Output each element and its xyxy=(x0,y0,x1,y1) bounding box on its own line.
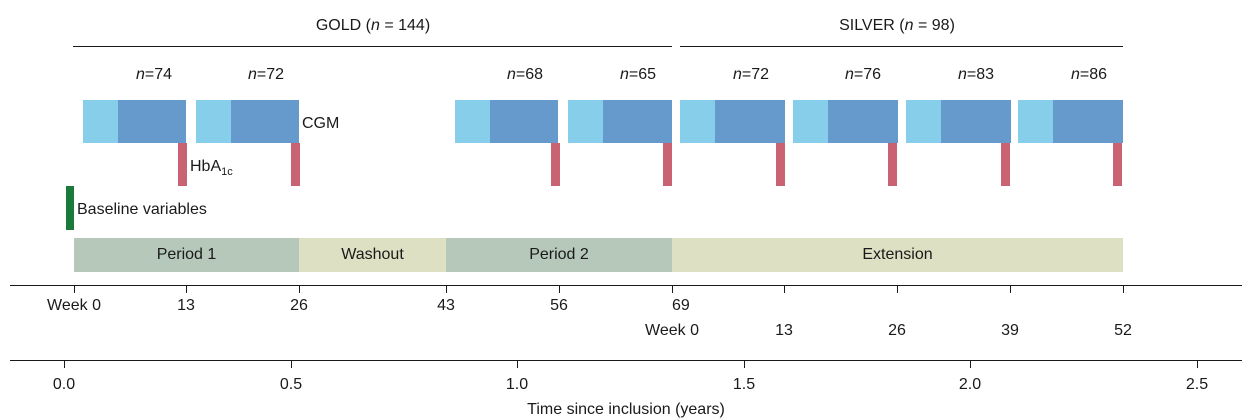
cgm-n-label: n=72 xyxy=(247,66,285,83)
week-tick xyxy=(897,285,898,293)
year-tick-label: 0.5 xyxy=(279,376,303,393)
hba1c-measurement-bar xyxy=(291,143,300,186)
cgm-n-label: n=83 xyxy=(957,66,995,83)
week-tick xyxy=(559,285,560,293)
year-tick xyxy=(64,360,65,368)
silver-bracket-line xyxy=(680,46,1123,47)
week-tick xyxy=(672,285,673,293)
year-tick-label: 1.5 xyxy=(732,376,756,393)
cgm-n-label: n=86 xyxy=(1070,66,1108,83)
cgm-label: CGM xyxy=(302,115,340,132)
cgm-block-early xyxy=(680,100,715,143)
years-axis-title: Time since inclusion (years) xyxy=(527,401,725,418)
hba1c-measurement-bar xyxy=(1113,143,1122,186)
week-tick-label: 13 xyxy=(177,297,195,314)
period-label: Washout xyxy=(341,246,404,263)
silver-week-tick-label: 52 xyxy=(1114,322,1132,339)
years-axis-line xyxy=(10,360,1242,361)
cgm-n-label: n=68 xyxy=(506,66,544,83)
cgm-block-early xyxy=(455,100,490,143)
silver-week-tick-label: 13 xyxy=(775,322,793,339)
year-tick xyxy=(744,360,745,368)
extension-band: Extension xyxy=(672,238,1123,272)
year-tick-label: 2.0 xyxy=(958,376,982,393)
silver-week-tick-label: 26 xyxy=(888,322,906,339)
period-label: Period 2 xyxy=(529,246,589,263)
cgm-block-late xyxy=(828,100,898,143)
week-tick-label: 56 xyxy=(550,297,568,314)
cgm-block-early xyxy=(568,100,603,143)
gold-bracket-line xyxy=(73,46,672,47)
year-tick xyxy=(970,360,971,368)
hba1c-measurement-bar xyxy=(178,143,187,186)
period-1-band: Period 1 xyxy=(74,238,299,272)
cgm-block-late xyxy=(490,100,558,143)
silver-cohort-label: SILVER (n = 98) xyxy=(839,17,955,34)
cgm-block-early xyxy=(906,100,941,143)
baseline-marker xyxy=(66,186,74,230)
cgm-block-early xyxy=(196,100,231,143)
cgm-block-early xyxy=(793,100,828,143)
week-tick xyxy=(186,285,187,293)
year-tick xyxy=(517,360,518,368)
year-tick-label: 2.5 xyxy=(1185,376,1209,393)
period-label: Extension xyxy=(862,246,933,263)
week-tick xyxy=(1010,285,1011,293)
cgm-n-label: n=76 xyxy=(844,66,882,83)
week-tick xyxy=(446,285,447,293)
silver-week-tick-label: Week 0 xyxy=(645,322,699,339)
period-label: Period 1 xyxy=(156,246,217,263)
hba1c-measurement-bar xyxy=(551,143,560,186)
week-tick-label: 69 xyxy=(672,297,690,314)
period-2-band: Period 2 xyxy=(446,238,672,272)
week-tick xyxy=(299,285,300,293)
baseline-label: Baseline variables xyxy=(77,201,207,218)
cgm-block-late xyxy=(118,100,186,143)
washout-band: Washout xyxy=(299,238,446,272)
hba1c-measurement-bar xyxy=(663,143,672,186)
cgm-block-late xyxy=(941,100,1011,143)
hba1c-measurement-bar xyxy=(776,143,785,186)
year-tick xyxy=(1197,360,1198,368)
week-tick xyxy=(784,285,785,293)
week-axis-line xyxy=(10,285,1242,286)
week-tick-label: 26 xyxy=(290,297,308,314)
year-tick-label: 0.0 xyxy=(52,376,76,393)
cgm-n-label: n=72 xyxy=(732,66,770,83)
week-tick-label: 43 xyxy=(437,297,455,314)
cgm-n-label: n=65 xyxy=(619,66,657,83)
cgm-n-label: n=74 xyxy=(135,66,173,83)
hba1c-label: HbA1c xyxy=(190,158,233,179)
hba1c-measurement-bar xyxy=(1001,143,1010,186)
silver-week-tick-label: 39 xyxy=(1001,322,1019,339)
week-tick xyxy=(74,285,75,293)
week-tick-label: Week 0 xyxy=(47,297,101,314)
cgm-block-late xyxy=(715,100,785,143)
cgm-block-late xyxy=(603,100,672,143)
gold-cohort-label: GOLD (n = 144) xyxy=(315,17,431,34)
year-tick-label: 1.0 xyxy=(505,376,529,393)
week-tick xyxy=(1123,285,1124,293)
cgm-block-late xyxy=(1053,100,1123,143)
cgm-block-early xyxy=(83,100,118,143)
cgm-block-early xyxy=(1018,100,1053,143)
cgm-block-late xyxy=(231,100,299,143)
hba1c-measurement-bar xyxy=(888,143,897,186)
year-tick xyxy=(291,360,292,368)
